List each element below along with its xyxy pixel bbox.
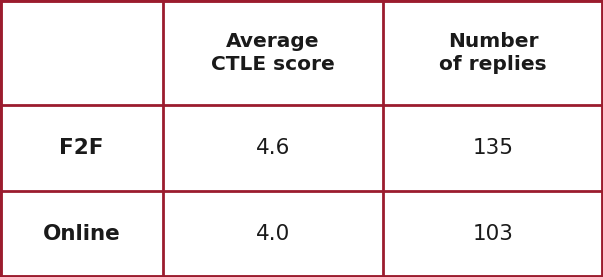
Text: Number
of replies: Number of replies (439, 32, 547, 73)
Text: Online: Online (43, 224, 120, 244)
Text: Average
CTLE score: Average CTLE score (211, 32, 335, 73)
Text: 135: 135 (473, 138, 513, 158)
Text: 4.0: 4.0 (256, 224, 290, 244)
Text: 4.6: 4.6 (256, 138, 290, 158)
Text: F2F: F2F (59, 138, 104, 158)
Text: 103: 103 (473, 224, 513, 244)
